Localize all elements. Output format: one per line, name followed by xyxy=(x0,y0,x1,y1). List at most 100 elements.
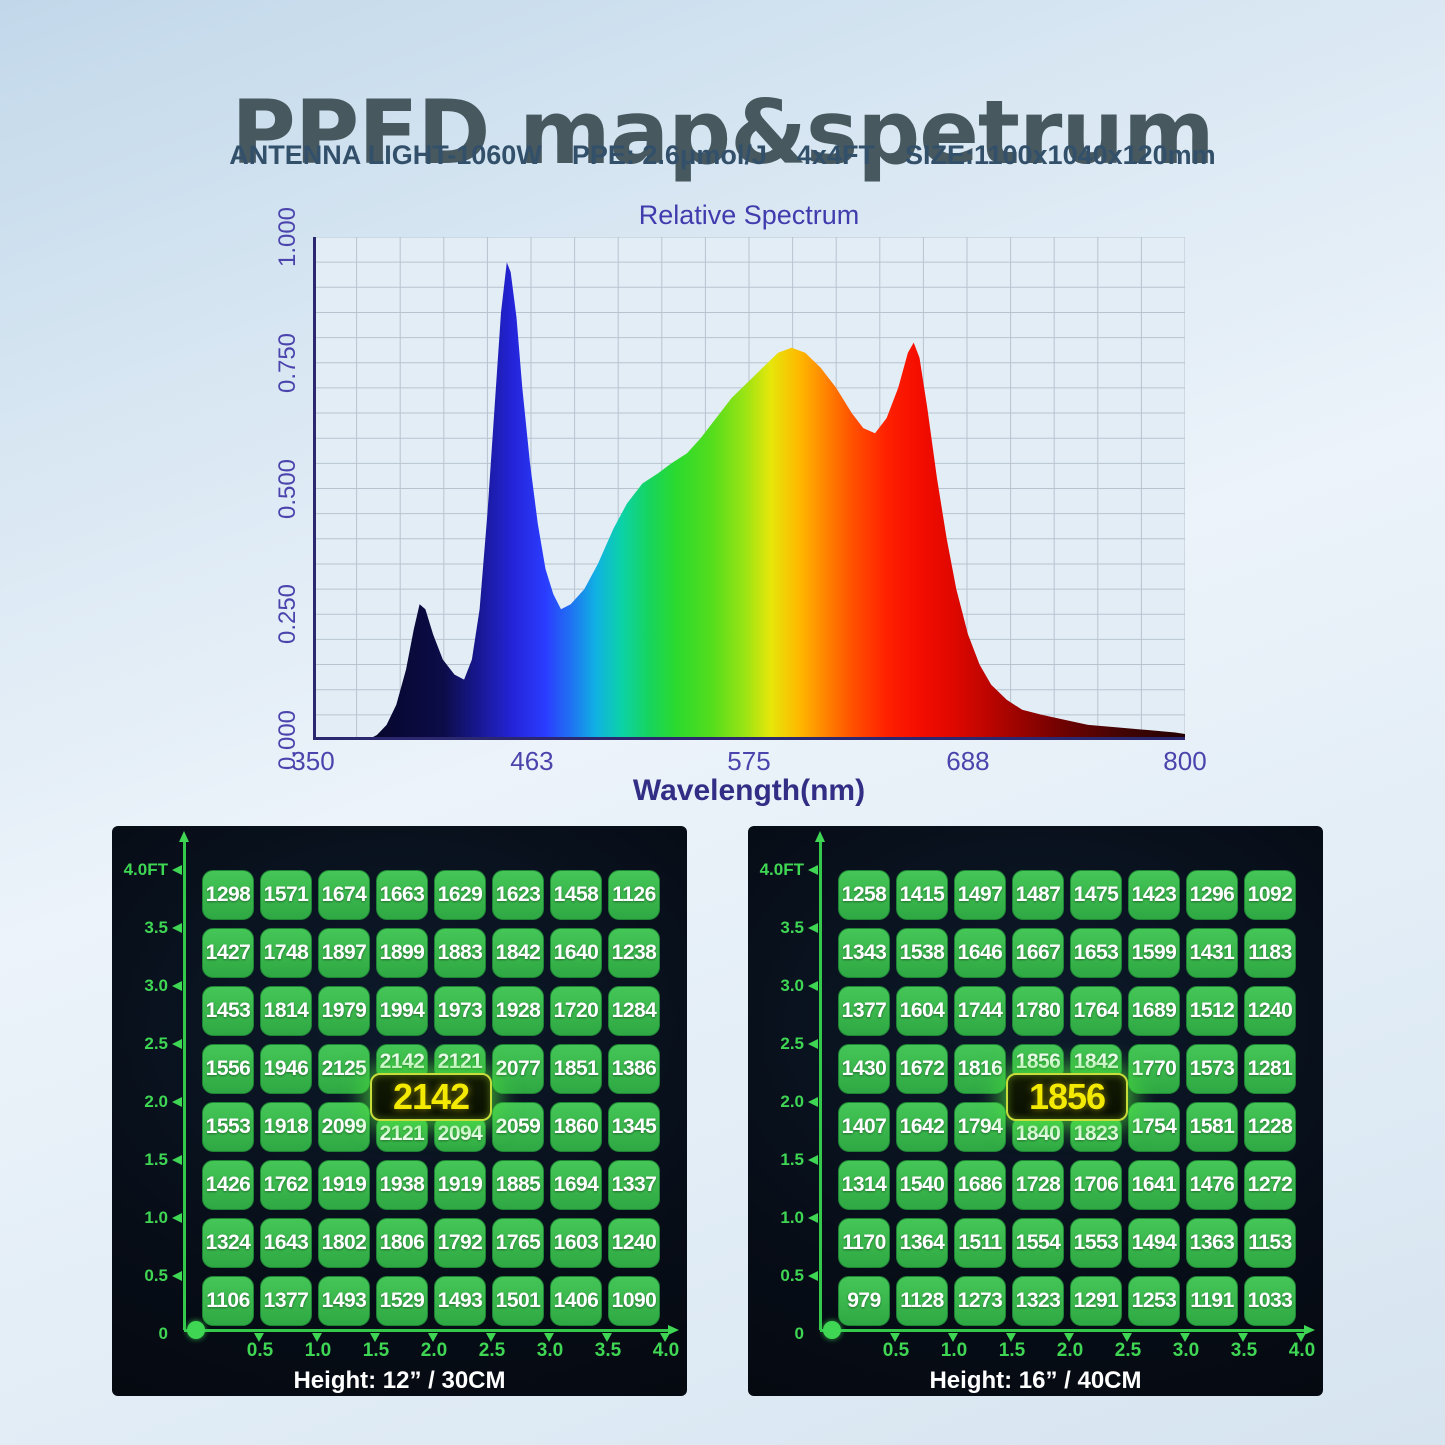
ppfd-cell: 1814 xyxy=(260,986,312,1036)
ppfd-cell: 1298 xyxy=(202,870,254,920)
tick-down-arrow-icon xyxy=(312,1333,322,1342)
ppfd-cell: 1686 xyxy=(954,1160,1006,1210)
y-axis-line xyxy=(183,842,186,1330)
ppfd-cell: 1386 xyxy=(608,1044,660,1094)
page-title: PPFD map&spetrum xyxy=(231,80,1214,184)
x-axis-line xyxy=(820,1329,1306,1332)
ppfd-cell: 1623 xyxy=(492,870,544,920)
x-axis-label: 0.5 xyxy=(882,1340,910,1361)
ppfd-cell: 1406 xyxy=(550,1276,602,1326)
spectrum-area xyxy=(367,262,1185,740)
ppfd-cell: 1431 xyxy=(1186,928,1238,978)
ppfd-cell: 1792 xyxy=(434,1218,486,1268)
ppfd-cell: 1640 xyxy=(550,928,602,978)
tick-down-arrow-icon xyxy=(890,1333,900,1342)
ppfd-cell: 1928 xyxy=(492,986,544,1036)
subtitle-size: SIZE:1100x1040x120mm xyxy=(904,140,1216,170)
tick-down-arrow-icon xyxy=(486,1333,496,1342)
ppfd-cell: 1343 xyxy=(838,928,890,978)
tick-left-arrow-icon xyxy=(172,923,182,933)
ppfd-cell: 1512 xyxy=(1186,986,1238,1036)
ppfd-cell: 1851 xyxy=(550,1044,602,1094)
ppfd-cell: 1183 xyxy=(1244,928,1296,978)
tick-down-arrow-icon xyxy=(370,1333,380,1342)
ppfd-cell: 1415 xyxy=(896,870,948,920)
ppfd-cell: 1629 xyxy=(434,870,486,920)
ppfd-cell: 1899 xyxy=(376,928,428,978)
tick-down-arrow-icon xyxy=(1064,1333,1074,1342)
y-axis-label: 0 xyxy=(158,1324,168,1343)
ppfd-cell: 1529 xyxy=(376,1276,428,1326)
subtitle-ppe: PPE: 2.6μmol/J xyxy=(571,140,767,170)
x-axis-label: 3.5 xyxy=(594,1340,622,1361)
ppfd-cell: 1170 xyxy=(838,1218,890,1268)
ppfd-cell: 1641 xyxy=(1128,1160,1180,1210)
y-tick-label: 0.500 xyxy=(274,458,301,519)
subtitle-model: ANTENNA LIGHT-1060W xyxy=(229,140,542,170)
tick-left-arrow-icon xyxy=(808,923,818,933)
ppfd-cell: 1281 xyxy=(1244,1044,1296,1094)
spectrum-plot xyxy=(312,236,1186,741)
ppfd-cell: 1720 xyxy=(550,986,602,1036)
ppfd-cell: 1296 xyxy=(1186,870,1238,920)
ppfd-cell: 1556 xyxy=(202,1044,254,1094)
ppfd-cell: 2099 xyxy=(318,1102,370,1152)
tick-left-arrow-icon xyxy=(172,1213,182,1223)
x-tick-label: 463 xyxy=(510,746,554,776)
ppfd-cell: 1494 xyxy=(1128,1218,1180,1268)
ppfd-cell: 1642 xyxy=(896,1102,948,1152)
ppfd-cell: 1672 xyxy=(896,1044,948,1094)
ppfd-cell: 1918 xyxy=(260,1102,312,1152)
ppfd-cell: 1272 xyxy=(1244,1160,1296,1210)
ppfd-cell: 1377 xyxy=(260,1276,312,1326)
ppfd-cell: 1090 xyxy=(608,1276,660,1326)
ppfd-cell: 1126 xyxy=(608,870,660,920)
y-axis-label: 2.5 xyxy=(144,1034,168,1053)
tick-left-arrow-icon xyxy=(172,1271,182,1281)
ppfd-cell: 1643 xyxy=(260,1218,312,1268)
ppfd-map-12in-panel: 4.0FT 3.5 3.0 2.5 2.0 1.5 1.0 0.5 0 0.5 1.0 1.5 2.0 2… xyxy=(112,826,687,1396)
x-axis-label: 1.5 xyxy=(998,1340,1026,1361)
x-axis-label: 1.0 xyxy=(304,1340,332,1361)
y-axis-label: 0 xyxy=(794,1324,804,1343)
axis-right-arrow-icon xyxy=(668,1325,679,1335)
ppfd-cell: 1314 xyxy=(838,1160,890,1210)
ppfd-cell: 1323 xyxy=(1012,1276,1064,1326)
ppfd-cell: 1240 xyxy=(1244,986,1296,1036)
ppfd-cell: 1603 xyxy=(550,1218,602,1268)
x-axis-label: 1.5 xyxy=(362,1340,390,1361)
spectrum-svg xyxy=(312,236,1186,741)
y-axis-label: 1.0 xyxy=(780,1208,804,1227)
ppfd-cell: 1762 xyxy=(260,1160,312,1210)
y-tick-label: 0.750 xyxy=(274,332,301,393)
ppfd-cell: 1337 xyxy=(608,1160,660,1210)
ppfd-cell: 1946 xyxy=(260,1044,312,1094)
ppfd-cell: 1728 xyxy=(1012,1160,1064,1210)
ppfd-cell: 1238 xyxy=(608,928,660,978)
tick-left-arrow-icon xyxy=(808,981,818,991)
ppfd-cell: 1538 xyxy=(896,928,948,978)
ppfd-cell: 1842 xyxy=(492,928,544,978)
ppfd-cell: 1427 xyxy=(202,928,254,978)
ppfd-cell: 1363 xyxy=(1186,1218,1238,1268)
x-axis-line xyxy=(184,1329,670,1332)
axis-up-arrow-icon xyxy=(815,831,825,842)
tick-left-arrow-icon xyxy=(172,1097,182,1107)
ppfd-grid-16in: 4.0FT 3.5 3.0 2.5 2.0 1.5 1.0 0.5 0 0.5 1.0 1.5 2.0 2… xyxy=(748,826,1323,1396)
y-axis-label: 1.5 xyxy=(780,1150,804,1169)
ppfd-cell: 1794 xyxy=(954,1102,1006,1152)
x-axis-label: 4.0 xyxy=(652,1340,680,1361)
ppfd-cell: 1816 xyxy=(954,1044,1006,1094)
ppfd-cell: 1553 xyxy=(1070,1218,1122,1268)
ppfd-cell: 1994 xyxy=(376,986,428,1036)
ppfd-cell: 1667 xyxy=(1012,928,1064,978)
center-ppfd-badge-16in: 1856 xyxy=(1006,1073,1128,1121)
ppfd-cell: 1475 xyxy=(1070,870,1122,920)
ppfd-cell: 1646 xyxy=(954,928,1006,978)
height-label-12in: Height: 12” / 30CM xyxy=(293,1367,506,1394)
y-axis-label: 3.5 xyxy=(144,918,168,937)
ppfd-cell: 1291 xyxy=(1070,1276,1122,1326)
ppfd-cell: 2077 xyxy=(492,1044,544,1094)
ppfd-grid-12in: 4.0FT 3.5 3.0 2.5 2.0 1.5 1.0 0.5 0 0.5 1.0 1.5 2.0 2… xyxy=(112,826,687,1396)
ppfd-cell: 1106 xyxy=(202,1276,254,1326)
